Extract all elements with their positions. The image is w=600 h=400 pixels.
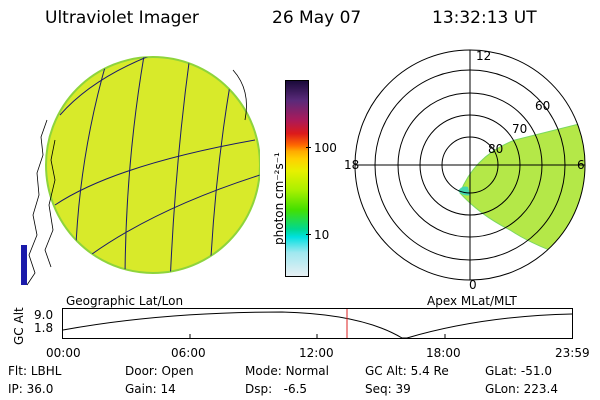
altitude-ylabel-high: 9.0 bbox=[34, 308, 54, 322]
colorbar-tick-mark-100 bbox=[306, 147, 311, 148]
lat-lon-grid bbox=[54, 57, 260, 273]
altitude-axis-title: GC Alt bbox=[12, 307, 26, 345]
left-panel-caption: Geographic Lat/Lon bbox=[66, 294, 184, 308]
time-label: 13:32:13 UT bbox=[432, 8, 537, 28]
coastline-outline bbox=[26, 69, 247, 286]
lat-label-60: 60 bbox=[535, 99, 550, 113]
altitude-ylabel-low: 1.8 bbox=[34, 321, 54, 335]
right-panel-caption: Apex MLat/MLT bbox=[427, 294, 517, 308]
gc-alt-info: GC Alt: 5.4 Re bbox=[365, 364, 449, 378]
mlt-label-0: 0 bbox=[469, 278, 477, 292]
date-label: 26 May 07 bbox=[272, 8, 362, 28]
colorbar-unit-label: photon cm⁻²s⁻¹ bbox=[272, 152, 286, 245]
time-tick-1800: 18:00 bbox=[426, 346, 461, 360]
gain-info: Gain: 14 bbox=[125, 382, 176, 396]
polar-grid bbox=[354, 49, 586, 281]
mlt-label-12: 12 bbox=[476, 49, 491, 63]
colorbar-tick-100: 100 bbox=[314, 141, 337, 155]
time-tick-0600: 06:00 bbox=[171, 346, 206, 360]
edge-artifact bbox=[21, 245, 27, 285]
lat-label-80: 80 bbox=[488, 142, 503, 156]
colorbar-tick-mark-10 bbox=[306, 234, 311, 235]
ip-info: IP: 36.0 bbox=[8, 382, 54, 396]
auroral-oval-segment bbox=[459, 119, 585, 266]
mlt-label-6: 6 bbox=[577, 158, 585, 172]
polar-mlat-mlt-plot: 12 18 6 0 60 70 80 bbox=[344, 49, 586, 292]
glon-info: GLon: 223.4 bbox=[485, 382, 558, 396]
dsp-info: Dsp: -6.5 bbox=[245, 382, 308, 396]
geographic-globe-image bbox=[21, 56, 260, 286]
time-tick-1200: 12:00 bbox=[299, 346, 334, 360]
colorbar-tick-10: 10 bbox=[314, 228, 330, 242]
filter-info: Flt: LBHL bbox=[8, 364, 62, 378]
globe-disk bbox=[45, 56, 260, 274]
time-tick-2359: 23:59 bbox=[555, 346, 590, 360]
lat-label-70: 70 bbox=[512, 122, 527, 136]
seq-info: Seq: 39 bbox=[365, 382, 411, 396]
mlt-label-18: 18 bbox=[344, 158, 359, 172]
time-tick-0000: 00:00 bbox=[46, 346, 81, 360]
glat-info: GLat: -51.0 bbox=[485, 364, 552, 378]
altitude-strip-plot bbox=[62, 308, 573, 339]
colorbar bbox=[285, 80, 309, 277]
mode-info: Mode: Normal bbox=[245, 364, 329, 378]
instrument-title: Ultraviolet Imager bbox=[45, 8, 199, 28]
door-info: Door: Open bbox=[125, 364, 194, 378]
